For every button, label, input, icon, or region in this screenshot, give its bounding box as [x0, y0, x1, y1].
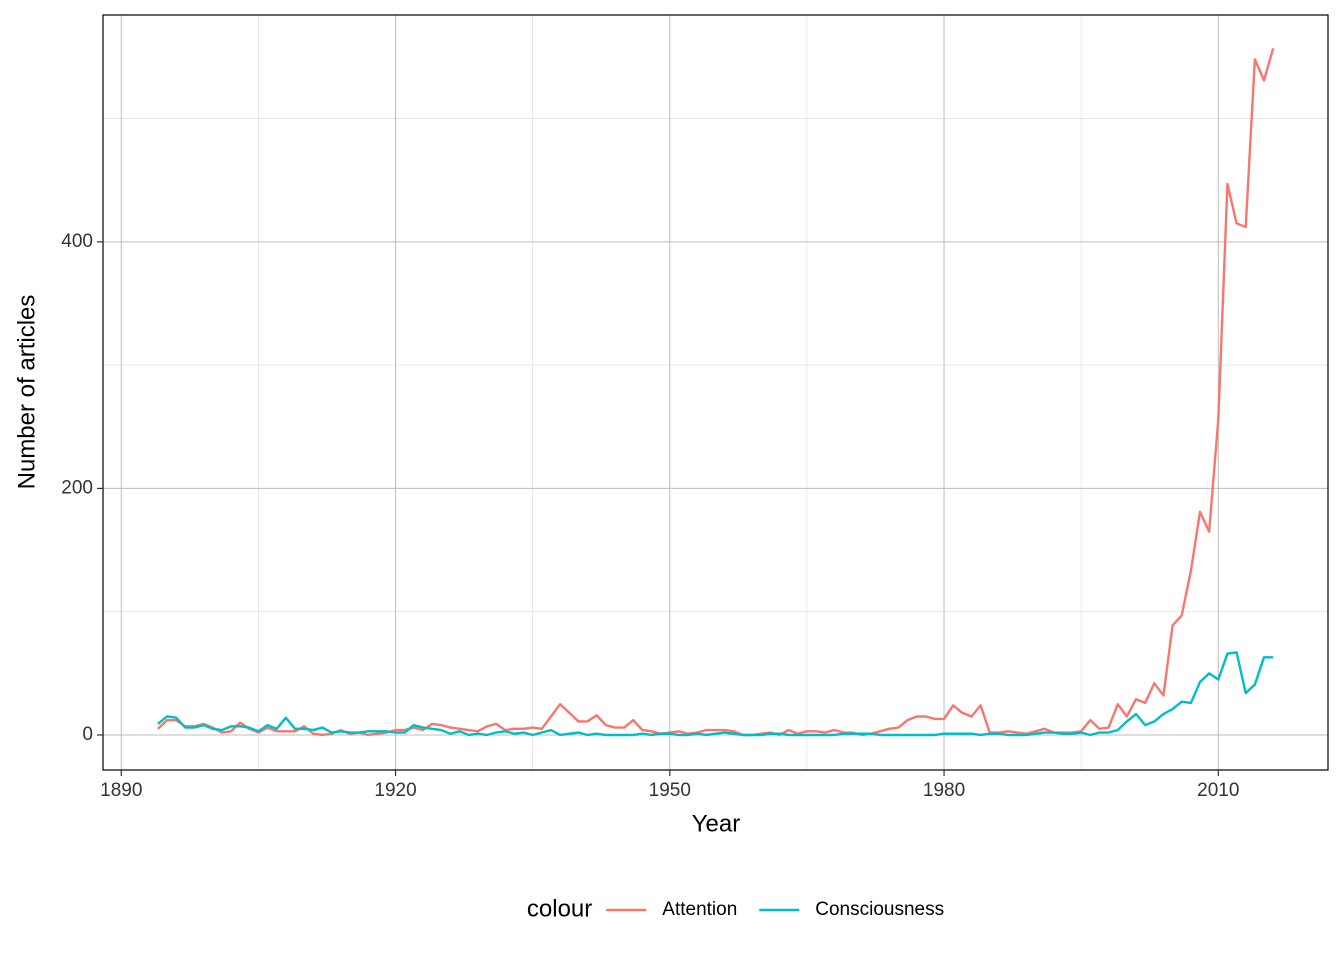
series-line — [157, 651, 1274, 737]
panel-border — [102, 14, 1329, 771]
y-axis-title: Number of articles — [13, 295, 40, 490]
legend-label: Consciousness — [815, 899, 944, 920]
x-tick-label: 2010 — [1197, 780, 1239, 801]
y-tick-label: 400 — [61, 231, 93, 252]
x-tick-label: 1890 — [100, 780, 142, 801]
x-axis-title: Year — [692, 810, 741, 837]
x-tick-label: 1980 — [923, 780, 965, 801]
y-tick-label: 200 — [61, 477, 93, 498]
legend-label: Attention — [662, 899, 737, 920]
axes: 1890 1920 1950 1980 2010 0 200 400 — [61, 231, 1239, 801]
x-tick-label: 1950 — [649, 780, 691, 801]
x-tick-label: 1920 — [374, 780, 416, 801]
grid — [103, 15, 1328, 770]
legend-title: colour — [527, 895, 592, 922]
legend: colour Attention Consciousness — [527, 895, 944, 922]
y-tick-label: 0 — [82, 724, 93, 745]
lines — [157, 47, 1275, 737]
